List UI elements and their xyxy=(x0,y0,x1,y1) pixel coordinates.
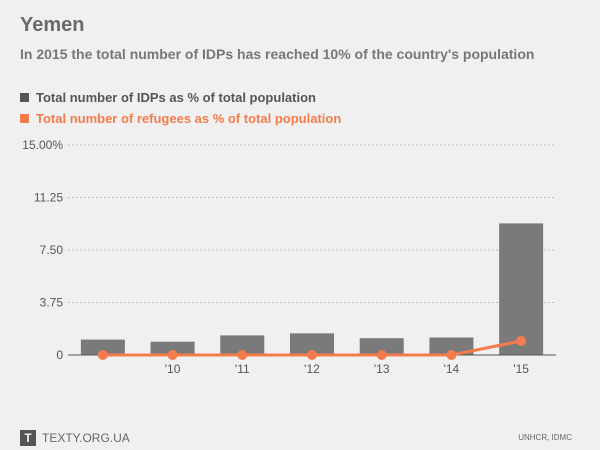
point-refugees xyxy=(307,350,317,360)
legend-swatch-refugees xyxy=(20,114,29,123)
bar-idp xyxy=(150,341,195,355)
x-tick-label: '15 xyxy=(513,362,529,376)
point-refugees xyxy=(376,350,387,360)
point-refugees xyxy=(516,336,527,346)
x-tick-label: '13 xyxy=(374,362,390,376)
chart-subtitle: In 2015 the total number of IDPs has rea… xyxy=(20,46,535,62)
y-tick-label: 0 xyxy=(56,348,63,362)
x-tick-label: '12 xyxy=(304,362,320,376)
bar-idp xyxy=(499,223,544,355)
y-tick-label: 7.50 xyxy=(40,243,64,257)
legend-item-refugees: Total number of refugees as % of total p… xyxy=(20,111,341,126)
bar-idp xyxy=(429,337,474,355)
y-tick-label: 11.25 xyxy=(34,191,63,205)
y-tick-label: 15.00% xyxy=(22,138,63,152)
x-tick-label: '11 xyxy=(235,362,250,376)
y-tick-label: 3.75 xyxy=(40,296,64,310)
chart-title: Yemen xyxy=(20,14,85,36)
logo-icon: T xyxy=(20,430,36,446)
x-tick-label: '14 xyxy=(444,362,460,376)
site-name: TEXTY.ORG.UA xyxy=(42,431,130,445)
point-refugees xyxy=(167,350,178,360)
x-tick-label: '10 xyxy=(165,362,181,376)
source-note: UNHCR, IDMC xyxy=(518,433,572,442)
legend-item-idp: Total number of IDPs as % of total popul… xyxy=(20,90,316,105)
point-refugees xyxy=(237,350,248,360)
legend-label-idp: Total number of IDPs as % of total popul… xyxy=(36,90,316,105)
legend-label-refugees: Total number of refugees as % of total p… xyxy=(36,111,342,126)
point-refugees xyxy=(446,350,457,360)
bar-idp xyxy=(290,333,334,355)
bar-idp xyxy=(80,339,125,355)
bar-idp xyxy=(220,335,265,355)
footer-logo: T TEXTY.ORG.UA xyxy=(20,430,130,446)
bar-idp xyxy=(359,338,404,355)
legend-swatch-idp xyxy=(20,93,29,102)
point-refugees xyxy=(97,350,108,360)
